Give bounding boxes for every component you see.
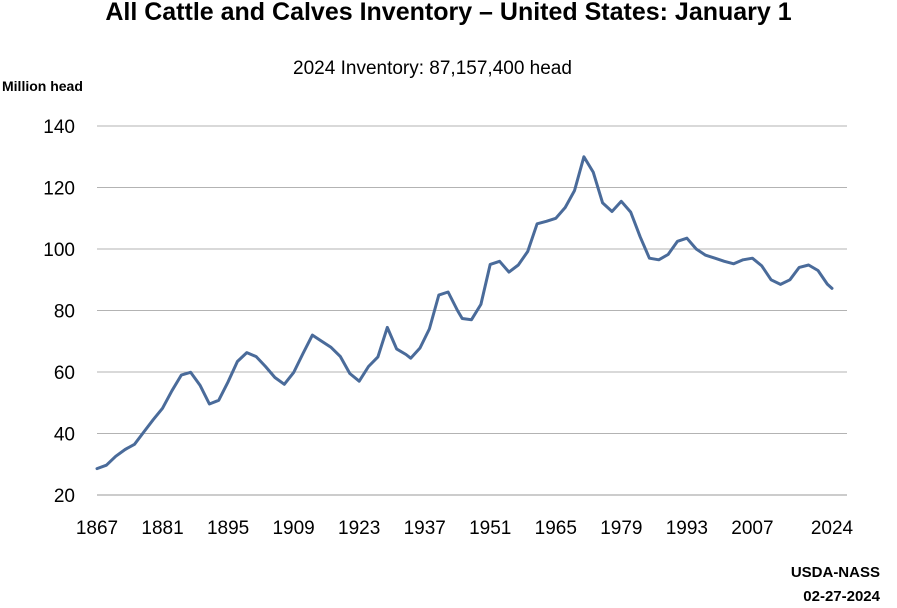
x-tick-label: 1951 [469, 518, 511, 539]
source-date: 02-27-2024 [803, 588, 880, 605]
x-tick-label: 1937 [404, 518, 446, 539]
y-axis-ticks: 20 40 60 80 100 120 140 [43, 117, 75, 507]
y-tick-label: 120 [43, 179, 75, 200]
series-group [95, 155, 834, 471]
y-tick-label: 80 [54, 302, 75, 323]
y-tick-label: 100 [43, 240, 75, 261]
y-tick-label: 140 [43, 117, 75, 138]
x-tick-label: 1993 [666, 518, 708, 539]
x-tick-label: 1965 [535, 518, 577, 539]
x-tick-label: 1881 [141, 518, 183, 539]
gridlines [97, 125, 847, 496]
x-tick-label: 1867 [76, 518, 118, 539]
y-tick-label: 20 [54, 486, 75, 507]
x-tick-label: 1923 [338, 518, 380, 539]
y-tick-label: 60 [54, 363, 75, 384]
source-agency: USDA-NASS [790, 564, 880, 581]
y-axis-label: Million head [2, 78, 83, 94]
series-line-0 [95, 155, 834, 471]
x-tick-label: 1979 [600, 518, 642, 539]
x-axis-ticks: 1867 1881 1895 1909 1923 1937 1951 1965 1979 1993… [76, 518, 854, 539]
x-tick-label: 2007 [731, 518, 773, 539]
chart-title: All Cattle and Calves Inventory – United… [105, 0, 792, 26]
y-tick-label: 40 [54, 425, 75, 446]
x-tick-label: 1909 [272, 518, 314, 539]
x-tick-label: 1895 [207, 518, 249, 539]
chart-subtitle: 2024 Inventory: 87,157,400 head [293, 58, 572, 79]
x-tick-label: 2024 [811, 518, 854, 539]
